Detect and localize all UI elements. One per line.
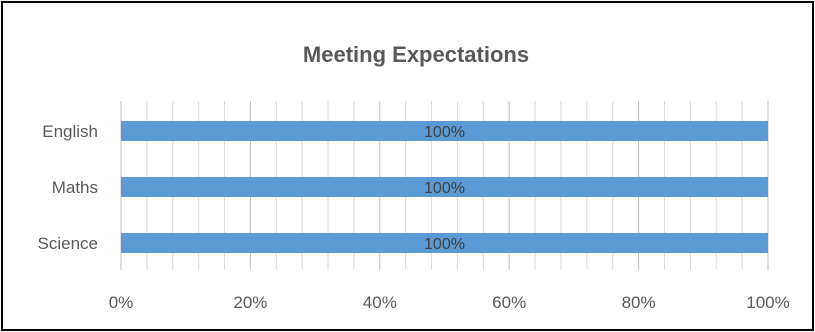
x-tick-label: 100% [746,293,789,312]
data-label: 100% [424,180,465,197]
bars [121,121,768,253]
x-tick-label: 60% [492,293,526,312]
x-tick-label: 0% [109,293,134,312]
labels: 0% 20% 40% 60% 80% 100% English 100% Maths 100% Sc… [38,122,790,312]
category-label: Science [38,234,98,253]
x-tick-label: 80% [622,293,656,312]
x-tick-label: 20% [233,293,267,312]
x-tick-label: 40% [363,293,397,312]
chart-title: Meeting Expectations [303,42,529,67]
category-label: English [42,122,98,141]
bar-science [121,233,768,253]
bar-maths [121,177,768,197]
data-label: 100% [424,236,465,253]
data-label: 100% [424,124,465,141]
category-label: Maths [52,178,98,197]
bar-english [121,121,768,141]
